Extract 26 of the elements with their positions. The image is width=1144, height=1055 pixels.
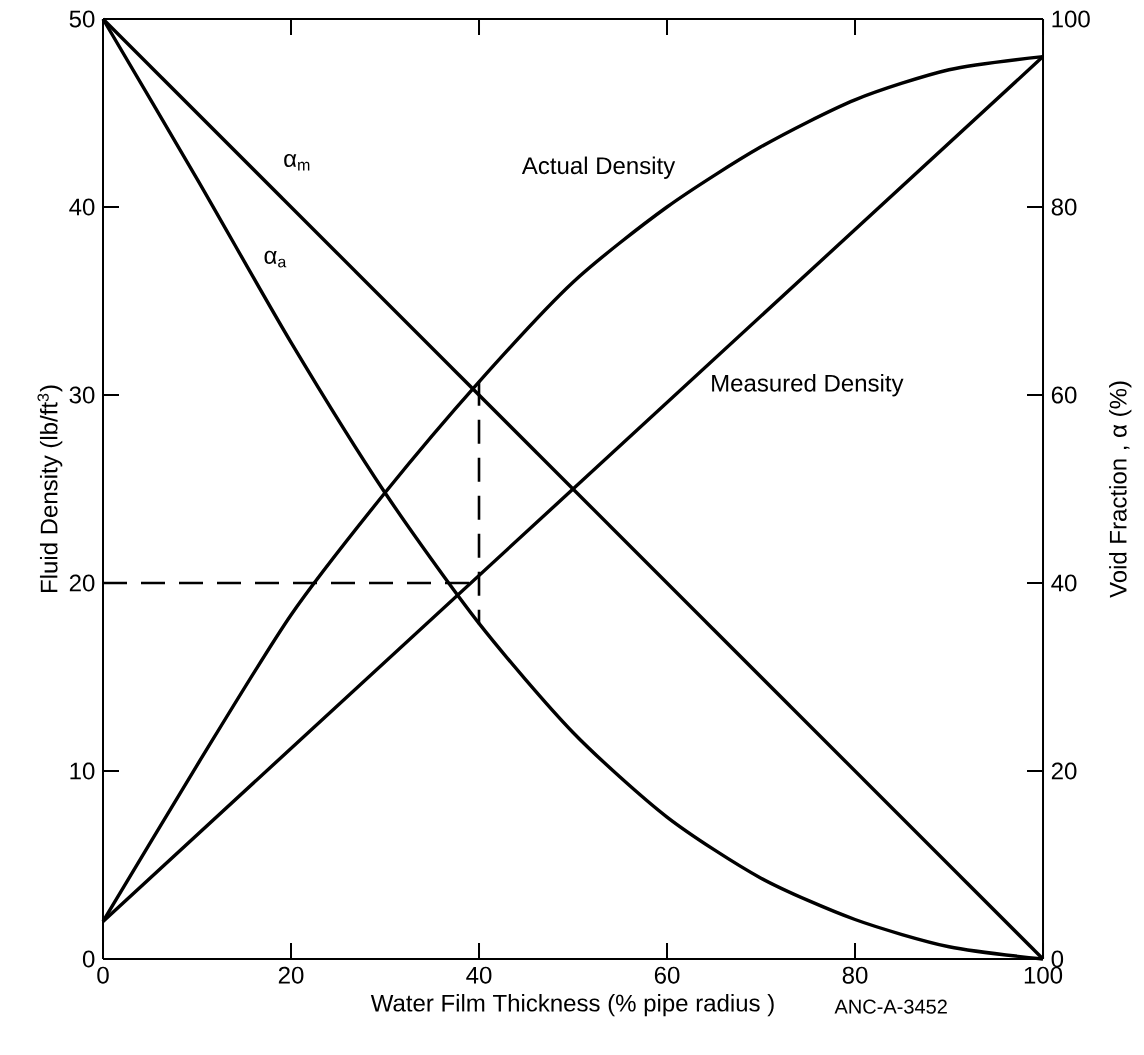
x-axis-title: Water Film Thickness (% pipe radius ) [370, 994, 774, 1017]
x-tick-label: 100 [1024, 966, 1063, 984]
x-tick-label: 60 [654, 966, 680, 984]
series-label: α$_{a}$ [264, 250, 287, 268]
y-tick-label: 0 [82, 950, 95, 968]
x-tick-label: 40 [466, 966, 492, 984]
y2-tick-label: 100 [1052, 10, 1090, 28]
y2-tick-label: 60 [1051, 386, 1077, 404]
series-label: Measured Density [712, 374, 904, 397]
y-tick-label: 20 [69, 574, 95, 592]
y-axis-title: Fluid Density (lb/ft$^{3}$) [37, 385, 63, 592]
y2-tick-label: 40 [1051, 574, 1077, 592]
series-label: α$_{m}$ [284, 153, 310, 171]
y-tick-label: 10 [70, 762, 95, 780]
y2-tick-label: 80 [1051, 198, 1077, 216]
x-tick-label: 20 [278, 966, 304, 984]
y-tick-label: 30 [69, 386, 95, 404]
y-tick-label: 40 [69, 198, 95, 216]
x-tick-label: 0 [97, 966, 109, 984]
series-label: Actual Density [521, 156, 676, 179]
y2-tick-label: 20 [1051, 762, 1077, 780]
y2-tick-label: 0 [1051, 950, 1064, 968]
y2-axis-title: Void Fraction , α (%) [1109, 381, 1132, 598]
x-tick-label: 80 [842, 966, 868, 984]
text: ANC-A-3452 [834, 999, 947, 1014]
y-tick-label: 50 [69, 10, 95, 28]
